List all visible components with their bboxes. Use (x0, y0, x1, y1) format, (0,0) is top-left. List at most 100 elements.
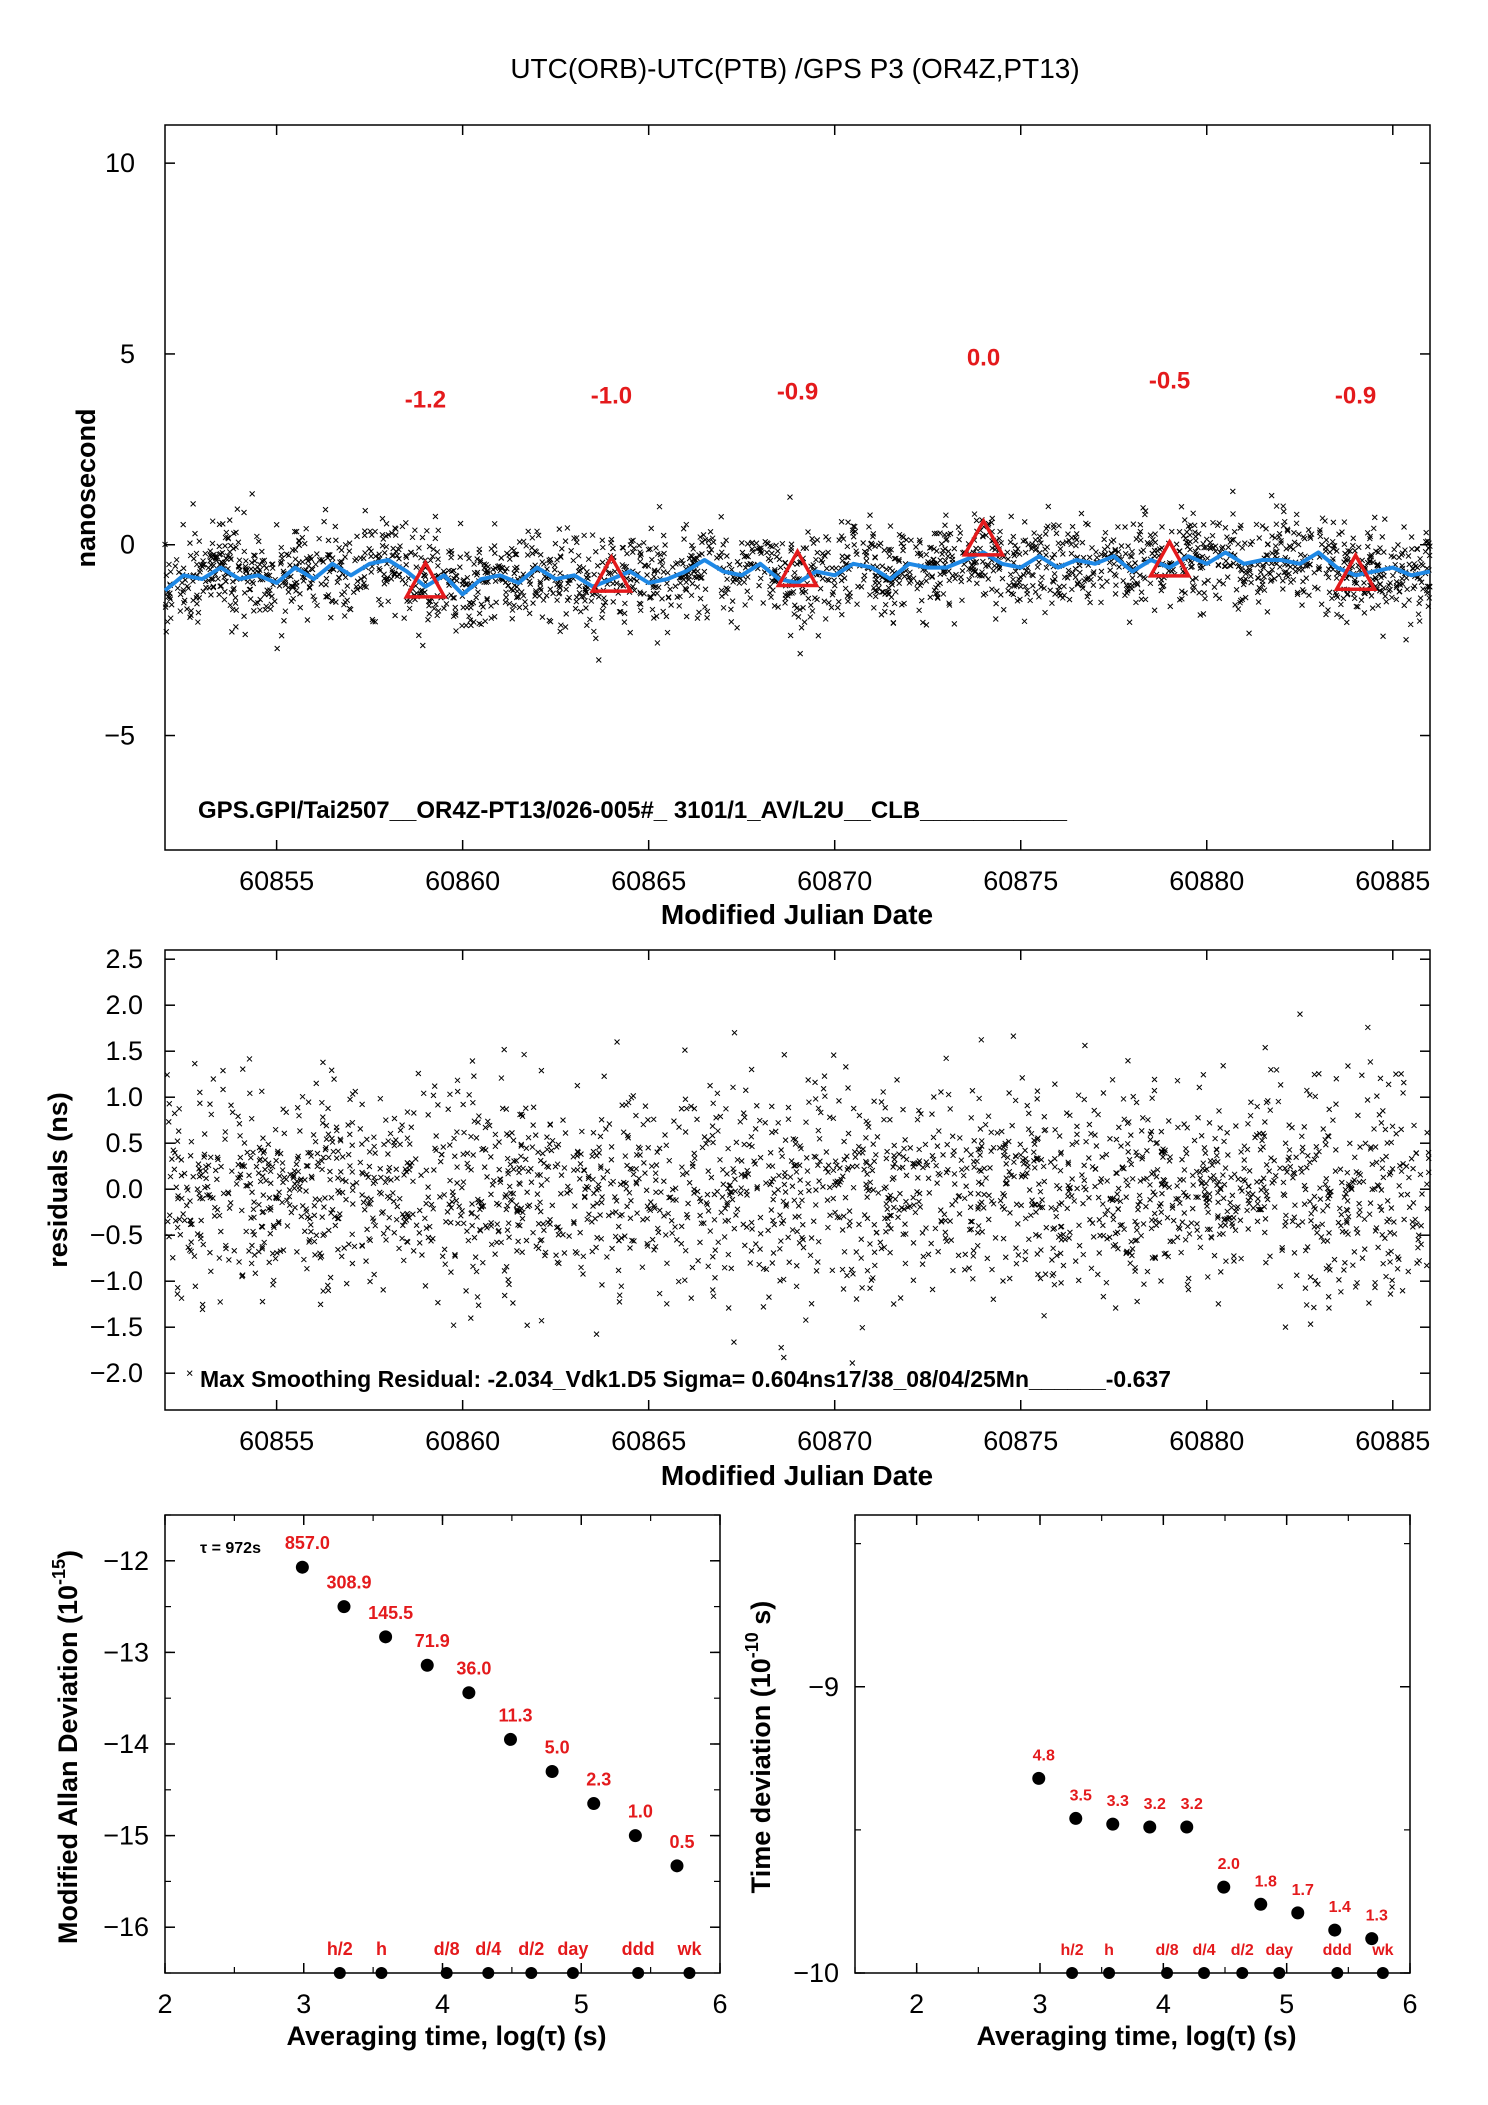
res-point (169, 1254, 176, 1261)
ts-point (844, 554, 850, 560)
ts-point (498, 555, 505, 561)
ts-y-tick-label: 5 (120, 339, 135, 369)
ts-point (1371, 514, 1378, 521)
ts-point (1072, 574, 1079, 581)
ts-point (529, 534, 536, 541)
res-point (1026, 1187, 1033, 1193)
res-point (472, 1254, 479, 1261)
ts-point (747, 560, 754, 567)
res-point (1010, 1033, 1017, 1040)
res-point (1241, 1165, 1248, 1172)
res-point (600, 1174, 607, 1181)
mdev-time-marker-label: wk (676, 1939, 702, 1959)
ts-marker-label: -1.0 (591, 383, 632, 410)
res-point (1413, 1150, 1420, 1156)
res-point (1238, 1255, 1244, 1262)
ts-point (821, 598, 828, 605)
ts-point (230, 586, 237, 593)
res-point (703, 1140, 709, 1147)
ts-point (1010, 591, 1017, 598)
res-point (820, 1183, 826, 1190)
ts-point (564, 525, 571, 531)
ts-point (1022, 549, 1029, 556)
res-point (571, 1220, 577, 1227)
res-point (1066, 1235, 1072, 1241)
res-point (207, 1249, 213, 1256)
ts-point (1241, 578, 1248, 585)
ts-point (999, 575, 1006, 582)
ts-point (653, 545, 659, 551)
res-point (1357, 1207, 1363, 1213)
res-point (902, 1260, 909, 1267)
ts-point (621, 619, 628, 625)
res-point (1371, 1186, 1378, 1192)
res-point (166, 1100, 173, 1107)
res-point (368, 1196, 374, 1203)
res-point (1341, 1267, 1347, 1273)
ts-point (427, 598, 434, 605)
ts-point (1012, 568, 1019, 575)
res-point (1134, 1298, 1140, 1305)
ts-point (1085, 574, 1092, 581)
res-point (1053, 1252, 1060, 1259)
res-point (404, 1135, 411, 1142)
ts-point (1399, 550, 1406, 557)
res-point (705, 1263, 712, 1270)
res-point (1324, 1202, 1331, 1209)
res-point (808, 1300, 815, 1307)
res-point (944, 1141, 951, 1148)
ts-point (511, 602, 517, 609)
ts-point (274, 645, 281, 652)
res-point (548, 1147, 555, 1154)
ts-point (412, 551, 419, 558)
ts-point (690, 546, 697, 552)
ts-point (594, 562, 601, 569)
res-point (969, 1275, 976, 1282)
ts-point (1284, 528, 1291, 534)
res-point (1263, 1161, 1270, 1168)
ts-point (304, 617, 311, 623)
res-point (1047, 1159, 1054, 1165)
res-point (1035, 1271, 1041, 1278)
ts-point (1227, 562, 1234, 569)
res-point (1090, 1233, 1097, 1240)
res-point (1307, 1321, 1314, 1327)
ts-point (524, 552, 531, 558)
res-point (1107, 1135, 1113, 1142)
ts-point (691, 574, 698, 580)
mdev-x-tick-label: 3 (296, 1989, 311, 2019)
ts-point (556, 583, 563, 590)
ts-point (1099, 583, 1105, 590)
res-point (471, 1118, 478, 1125)
tdev-data-point (1106, 1817, 1120, 1831)
ts-point (550, 590, 556, 597)
ts-point (853, 548, 860, 555)
ts-point (281, 617, 287, 624)
res-point (873, 1229, 880, 1236)
res-y-tick-label: 0.0 (105, 1174, 143, 1204)
ts-point (1151, 607, 1158, 614)
res-point (1022, 1248, 1029, 1255)
ts-point (795, 614, 802, 620)
res-point (767, 1149, 774, 1156)
res-point (1127, 1132, 1134, 1138)
ts-point (222, 588, 228, 595)
res-point (215, 1156, 221, 1163)
ts-point (368, 548, 374, 555)
ts-point (463, 622, 469, 629)
res-point (917, 1204, 924, 1210)
tdev-data-label: 1.3 (1366, 1908, 1388, 1925)
res-point (967, 1218, 974, 1225)
tdev-data-label: 1.4 (1329, 1899, 1351, 1916)
res-point (1003, 1175, 1010, 1181)
ts-point (1098, 568, 1105, 575)
ts-point (1418, 579, 1425, 586)
res-point (1418, 1222, 1425, 1229)
res-point (1200, 1160, 1207, 1167)
res-point (288, 1209, 295, 1216)
res-point (778, 1220, 785, 1227)
ts-point (1106, 559, 1113, 566)
res-point (1342, 1259, 1348, 1266)
ts-point (742, 564, 749, 571)
res-point (932, 1225, 939, 1232)
